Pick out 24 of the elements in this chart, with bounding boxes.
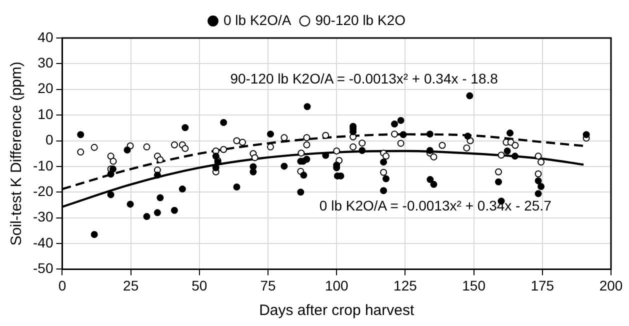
y-tick-label: 30	[38, 54, 54, 71]
x-tick-label: 0	[58, 277, 66, 294]
y-tick-label: 40	[38, 28, 54, 45]
y-tick-label: -10	[33, 157, 54, 174]
x-axis-title: Days after crop harvest	[259, 302, 415, 320]
legend-label: 0 lb K2O/A	[224, 12, 292, 28]
legend-label: 90-120 lb K2O	[315, 12, 406, 28]
y-tick-label: 20	[38, 80, 54, 96]
y-tick-label: -40	[33, 234, 54, 250]
x-tick-label: 75	[260, 277, 276, 294]
y-axis-title: Soil-test K Difference (ppm)	[8, 62, 26, 246]
x-tick-label: 25	[123, 277, 139, 294]
x-tick-label: 50	[192, 277, 208, 294]
y-tick-label: -20	[33, 182, 54, 199]
y-tick-label: 10	[38, 106, 54, 122]
x-tick-label: 100	[324, 277, 349, 294]
x-tick-label: 200	[599, 277, 623, 294]
y-tick-label: -50	[33, 260, 54, 276]
y-tick-label: 0	[45, 132, 54, 148]
x-tick-label: 125	[394, 277, 418, 294]
x-tick-label: 175	[530, 277, 554, 294]
y-tick-label: -30	[33, 208, 54, 225]
x-tick-label: 150	[462, 277, 486, 294]
annotation: 90-120 lb K2O/A = -0.0013x² + 0.34x - 18.8	[230, 70, 498, 86]
